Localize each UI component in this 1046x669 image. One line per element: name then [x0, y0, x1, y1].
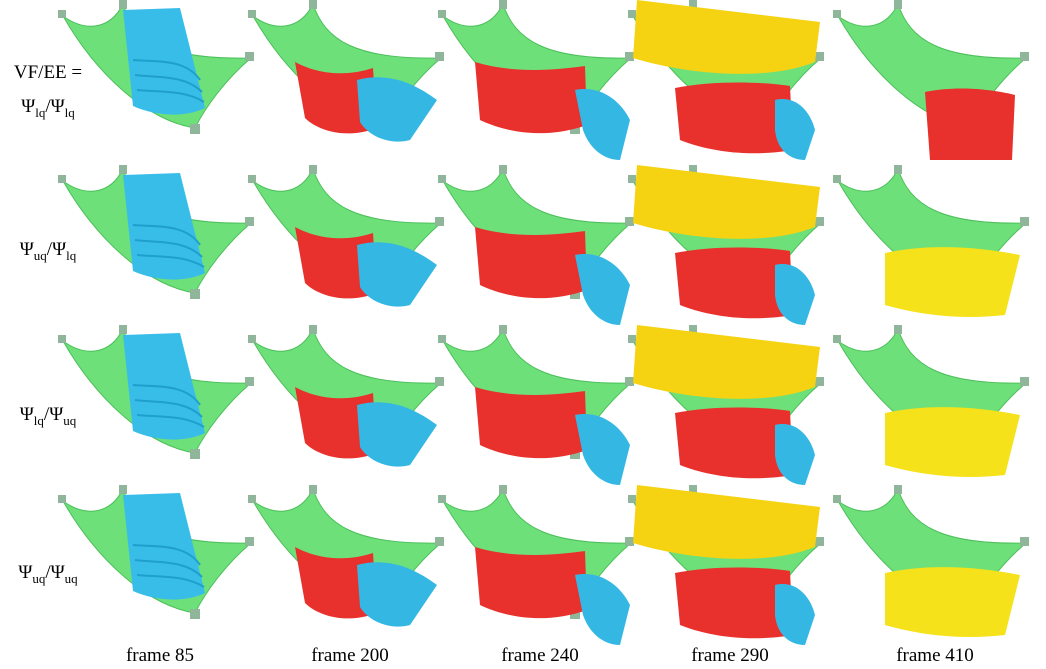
cloth-render — [438, 0, 634, 160]
symbol: Ψ — [49, 404, 63, 425]
symbol: Ψ — [20, 404, 34, 425]
symbol: Ψ — [51, 96, 65, 117]
subscript: uq — [32, 571, 46, 586]
cloth-render — [628, 0, 824, 160]
cloth-render — [628, 325, 824, 485]
cloth-render — [628, 165, 824, 325]
slash: / — [45, 562, 51, 583]
column-label: frame 290 — [691, 645, 769, 666]
cloth-render — [833, 325, 1029, 477]
column-label: frame 410 — [896, 645, 974, 666]
symbol: Ψ — [20, 239, 34, 260]
subscript: uq — [63, 413, 77, 428]
cloth-render — [833, 165, 1029, 317]
slash: / — [45, 96, 51, 117]
cloth-render — [58, 325, 254, 459]
cloth-render — [248, 325, 444, 467]
column-label: frame 240 — [501, 645, 579, 666]
cloth-render — [248, 485, 444, 627]
row-label: Ψuq/Ψuq — [18, 562, 78, 586]
row-label: Ψuq/Ψlq — [20, 239, 77, 263]
symbol: Ψ — [52, 239, 66, 260]
column-label: frame 85 — [126, 645, 194, 666]
row-label: Ψlq/Ψuq — [20, 404, 77, 428]
cloth-render — [628, 485, 824, 645]
subscript: lq — [35, 105, 46, 120]
cloth-render — [248, 165, 444, 307]
subscript: uq — [34, 248, 48, 263]
subscript: uq — [65, 571, 79, 586]
slash: / — [47, 239, 53, 260]
column-label: frame 200 — [311, 645, 389, 666]
cloth-render — [58, 0, 254, 134]
cloth-render — [58, 485, 254, 619]
cloth-render — [833, 0, 1029, 160]
cloth-render — [438, 485, 634, 645]
subscript: lq — [34, 413, 45, 428]
cloth-render — [438, 325, 634, 485]
symbol: Ψ — [21, 96, 35, 117]
cloth-render — [248, 0, 444, 142]
subscript: lq — [66, 248, 77, 263]
slash: / — [44, 404, 50, 425]
cloth-render — [58, 165, 254, 299]
subscript: lq — [65, 105, 76, 120]
symbol: Ψ — [51, 562, 65, 583]
row-header: VF/EE = — [14, 62, 82, 83]
row-label: Ψlq/Ψlq — [21, 96, 75, 120]
cloth-render — [438, 165, 634, 325]
cloth-render — [833, 485, 1029, 637]
symbol: Ψ — [18, 562, 32, 583]
